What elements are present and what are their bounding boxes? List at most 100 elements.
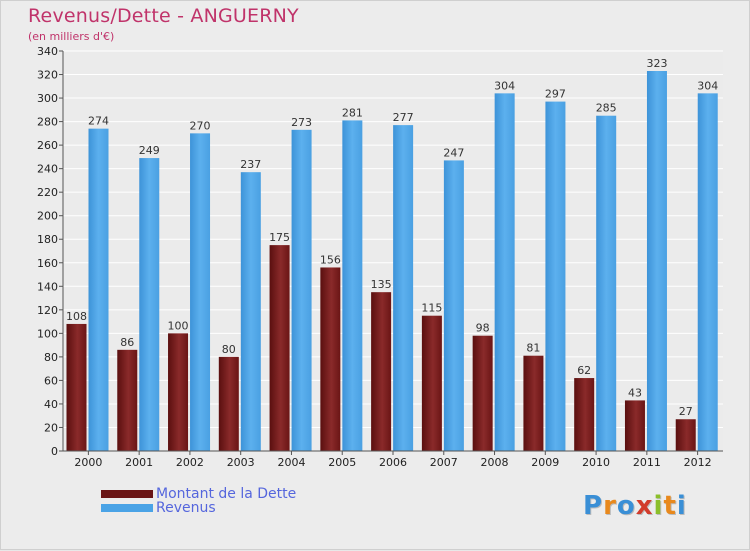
data-label-revenue-2001: 249 <box>139 144 160 157</box>
x-tick-label-2007: 2007 <box>430 456 458 469</box>
y-tick-label: 0 <box>51 445 58 458</box>
bar-layer <box>66 71 718 452</box>
x-tick-label-2008: 2008 <box>481 456 509 469</box>
y-tick-label: 20 <box>44 421 58 434</box>
y-tick-label: 240 <box>37 163 58 176</box>
data-label-revenue-2005: 281 <box>342 106 363 119</box>
bar-revenue-2003 <box>240 172 261 452</box>
data-label-debt-2002: 100 <box>168 319 189 332</box>
data-label-debt-2009: 81 <box>526 342 540 355</box>
data-label-revenue-2004: 273 <box>291 116 312 129</box>
bar-debt-2010 <box>574 378 595 451</box>
bar-debt-2005 <box>320 267 341 451</box>
logo-letter: P <box>583 491 604 521</box>
y-tick-label: 220 <box>37 186 58 199</box>
logo-letter: x <box>635 491 654 521</box>
legend-label-debt: Montant de la Dette <box>156 486 297 502</box>
bar-debt-2009 <box>523 355 544 451</box>
data-label-revenue-2006: 277 <box>393 111 414 124</box>
y-tick-label: 300 <box>37 92 58 105</box>
bar-revenue-2009 <box>545 101 566 452</box>
bar-revenue-2001 <box>139 158 160 451</box>
legend-label-revenue: Revenus <box>156 500 216 516</box>
y-tick-label: 320 <box>37 69 58 82</box>
y-tick-label: 340 <box>37 45 58 58</box>
x-tick-label-2004: 2004 <box>277 456 305 469</box>
bar-revenue-2005 <box>342 120 363 451</box>
x-tick-label-2011: 2011 <box>633 456 661 469</box>
y-tick-label: 60 <box>44 374 58 387</box>
y-tick-label: 100 <box>37 327 58 340</box>
data-label-debt-2005: 156 <box>320 253 341 266</box>
data-label-debt-2001: 86 <box>120 336 134 349</box>
x-tick-label-2010: 2010 <box>582 456 610 469</box>
data-label-revenue-2008: 304 <box>494 79 515 92</box>
data-label-revenue-2010: 285 <box>596 102 617 115</box>
data-label-debt-2004: 175 <box>269 231 290 244</box>
x-tick-label-2000: 2000 <box>74 456 102 469</box>
bar-revenue-2004 <box>291 129 312 451</box>
data-label-revenue-2007: 247 <box>443 146 464 159</box>
data-label-debt-2003: 80 <box>222 343 236 356</box>
logo-letter: i <box>676 491 687 521</box>
chart-subtitle: (en milliers d'€) <box>28 30 115 43</box>
logo-letter: r <box>603 491 617 521</box>
x-tick-label-2002: 2002 <box>176 456 204 469</box>
legend-swatch-debt <box>101 490 153 498</box>
data-label-debt-2007: 115 <box>421 302 442 315</box>
x-tick-label-2006: 2006 <box>379 456 407 469</box>
label-layer: 108 274 86 249 100 270 80 237 175 273 156 281 135 277… <box>66 57 718 418</box>
y-tick-label: 80 <box>44 351 58 364</box>
bar-debt-2006 <box>371 292 392 451</box>
bar-debt-2007 <box>421 315 442 451</box>
bar-debt-2004 <box>269 245 290 451</box>
bar-revenue-2000 <box>88 128 109 451</box>
x-tick-label-2001: 2001 <box>125 456 153 469</box>
logo-letter: o <box>616 491 636 521</box>
bar-debt-2001 <box>117 349 138 451</box>
data-label-debt-2012: 27 <box>679 405 693 418</box>
legend-swatch-revenue <box>101 504 153 512</box>
y-tick-label: 160 <box>37 257 58 270</box>
data-label-debt-2006: 135 <box>371 278 392 291</box>
y-tick-label: 260 <box>37 139 58 152</box>
bar-revenue-2008 <box>494 93 515 452</box>
data-label-revenue-2011: 323 <box>646 57 667 70</box>
data-label-revenue-2003: 237 <box>240 158 261 171</box>
y-tick-label: 120 <box>37 304 58 317</box>
data-label-debt-2010: 62 <box>577 364 591 377</box>
x-tick-label-2009: 2009 <box>531 456 559 469</box>
data-label-revenue-2009: 297 <box>545 88 566 101</box>
data-label-revenue-2000: 274 <box>88 115 109 128</box>
proxiti-logo: Proxiti <box>583 491 687 521</box>
x-tick-label-2012: 2012 <box>684 456 712 469</box>
bar-debt-2011 <box>624 400 645 451</box>
x-tick-label-2003: 2003 <box>227 456 255 469</box>
bar-debt-2008 <box>472 335 493 451</box>
bar-debt-2000 <box>66 323 87 451</box>
chart-title: Revenus/Dette - ANGUERNY <box>28 5 299 27</box>
logo-letter: i <box>653 491 664 521</box>
bar-revenue-2007 <box>443 160 464 452</box>
data-label-revenue-2012: 304 <box>697 79 718 92</box>
data-label-debt-2008: 98 <box>476 322 490 335</box>
y-tick-label: 40 <box>44 398 58 411</box>
data-label-debt-2011: 43 <box>628 386 642 399</box>
y-tick-label: 280 <box>37 116 58 129</box>
bar-revenue-2011 <box>646 71 667 451</box>
bar-debt-2003 <box>218 356 239 451</box>
logo-letter: t <box>663 491 677 521</box>
data-label-revenue-2002: 270 <box>190 119 211 132</box>
bar-debt-2002 <box>168 333 189 451</box>
y-tick-label: 140 <box>37 280 58 293</box>
y-tick-label: 200 <box>37 210 58 223</box>
bar-revenue-2012 <box>697 93 718 452</box>
axis-layer: 0 20 40 60 80 100 120 140 160 180 200 220 240 260 280 3… <box>37 45 723 469</box>
bar-revenue-2010 <box>596 115 617 452</box>
x-tick-label-2005: 2005 <box>328 456 356 469</box>
bar-revenue-2006 <box>393 125 414 451</box>
y-tick-label: 180 <box>37 233 58 246</box>
bar-revenue-2002 <box>190 133 211 451</box>
